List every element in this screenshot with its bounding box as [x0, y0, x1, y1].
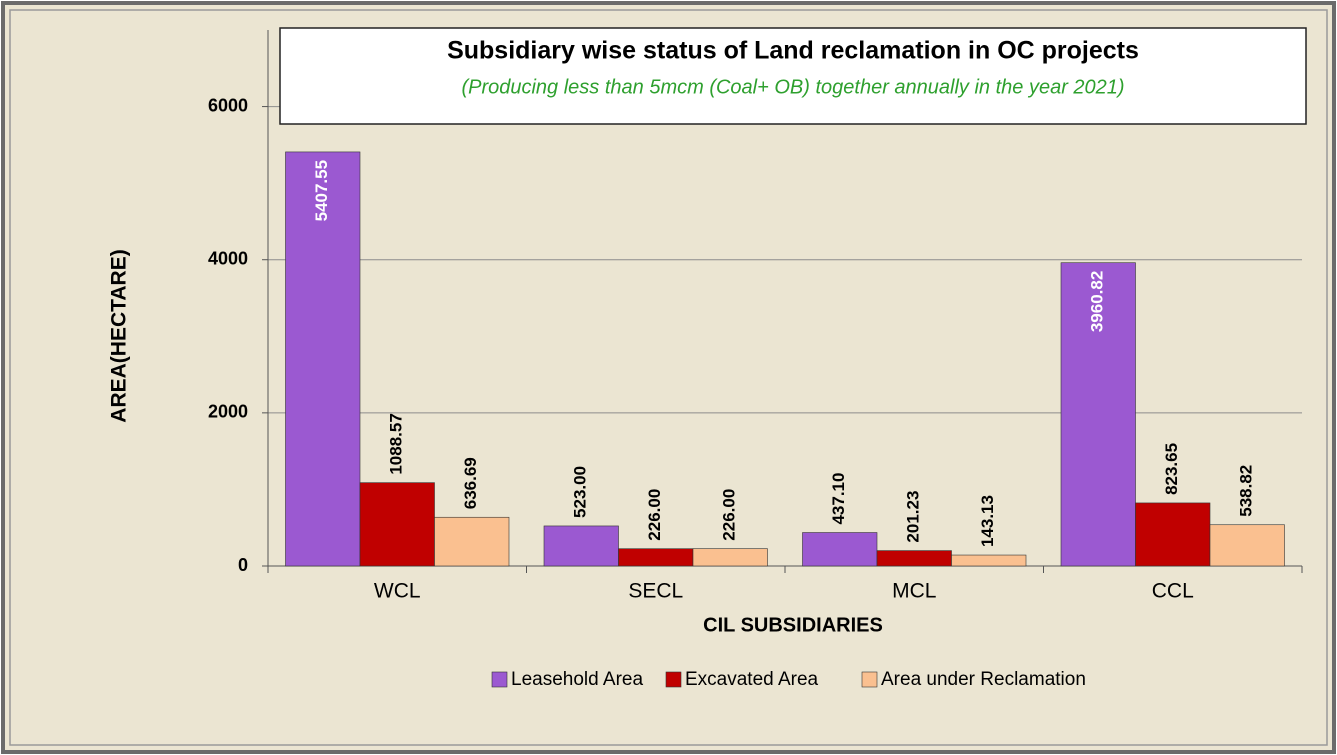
title-box	[279, 27, 1307, 125]
bar	[802, 532, 878, 567]
bar	[434, 516, 510, 567]
x-tick-label: SECL	[628, 580, 683, 603]
bar	[1060, 262, 1136, 567]
data-label: 1088.57	[387, 413, 406, 474]
chart-inner-frame	[9, 9, 1328, 746]
y-tick-label: 2000	[208, 402, 248, 422]
y-axis-title: AREA(HECTARE)	[108, 249, 131, 422]
y-tick-label: 6000	[208, 95, 248, 115]
data-label: 226.00	[720, 489, 739, 541]
bar	[1135, 502, 1211, 567]
chart-subtitle: (Producing less than 5mcm (Coal+ OB) tog…	[461, 76, 1124, 98]
x-tick-label: MCL	[892, 580, 936, 603]
bar	[359, 482, 435, 567]
bar	[543, 525, 619, 567]
x-axis-title: CIL SUBSIDIARIES	[703, 614, 883, 636]
legend-swatch	[491, 671, 508, 688]
plot: 0 2000 4000 6000 WCL 5407.55 1088.57 636.69 SECL…	[208, 30, 1303, 603]
bar	[1209, 524, 1285, 567]
data-label: 201.23	[904, 491, 923, 543]
bar	[951, 554, 1027, 567]
legend-swatch	[665, 671, 682, 688]
bar	[285, 151, 361, 567]
x-tick-label: WCL	[374, 580, 421, 603]
data-label: 823.65	[1162, 443, 1181, 495]
legend-label: Excavated Area	[685, 669, 819, 690]
x-tick-label: CCL	[1152, 580, 1194, 603]
data-label: 523.00	[571, 466, 590, 518]
y-tick-label: 0	[238, 555, 248, 575]
bar	[876, 550, 952, 567]
data-label: 143.13	[978, 495, 997, 547]
data-label: 437.10	[829, 473, 848, 525]
data-label: 3960.82	[1088, 271, 1107, 332]
data-label: 636.69	[461, 457, 480, 509]
bar	[618, 548, 694, 567]
legend-swatch	[861, 671, 878, 688]
bar	[692, 548, 768, 567]
legend-label: Area under Reclamation	[881, 669, 1086, 690]
chart-title: Subsidiary wise status of Land reclamati…	[447, 37, 1139, 65]
legend-label: Leasehold Area	[511, 669, 643, 690]
y-tick-label: 4000	[208, 248, 248, 268]
data-label: 5407.55	[312, 160, 331, 221]
data-label: 226.00	[645, 489, 664, 541]
data-label: 538.82	[1237, 465, 1256, 517]
